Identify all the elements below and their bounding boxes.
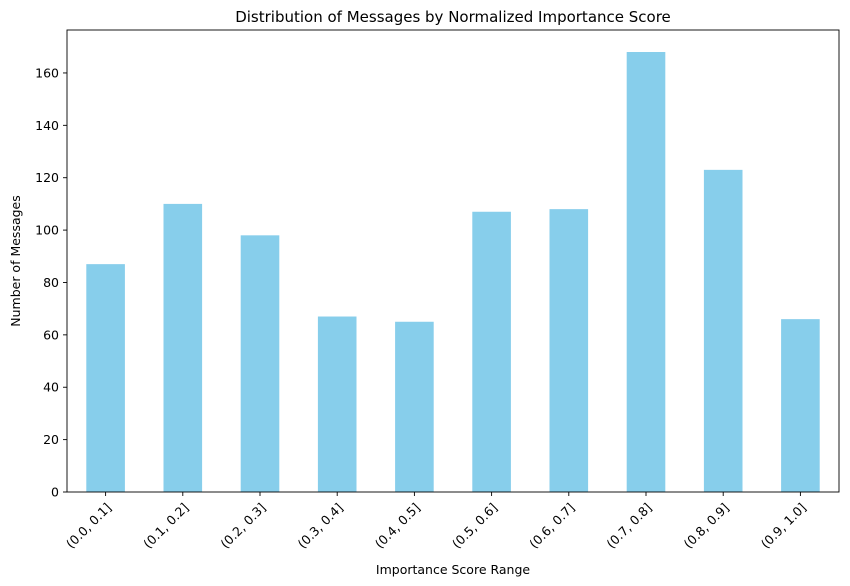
y-tick-label: 120 — [35, 170, 59, 185]
x-tick-label: (0.9, 1.0] — [758, 500, 809, 551]
plot-frame — [66, 29, 840, 493]
bar — [703, 169, 743, 493]
y-tick-label: 40 — [43, 380, 59, 395]
x-tick-label: (0.1, 0.2] — [140, 500, 191, 551]
y-axis: 0 20 40 60 80 100 120 140 160 — [35, 65, 67, 500]
y-tick-label: 80 — [43, 275, 59, 290]
x-axis-label: Importance Score Range — [376, 562, 531, 577]
x-tick-label: (0.7, 0.8] — [603, 500, 654, 551]
chart-title: Distribution of Messages by Normalized I… — [235, 8, 671, 26]
bar — [781, 319, 820, 492]
bar — [549, 209, 589, 492]
y-axis-label: Number of Messages — [8, 195, 23, 327]
x-tick-label: (0.4, 0.5] — [372, 500, 423, 551]
bar — [86, 264, 125, 492]
bar — [395, 321, 434, 492]
bars-group — [86, 52, 820, 493]
x-tick-label: (0.2, 0.3] — [217, 500, 268, 551]
bar — [472, 211, 511, 492]
x-tick-label: (0.0, 0.1] — [63, 500, 114, 551]
x-axis: (0.0, 0.1] (0.1, 0.2] (0.2, 0.3] (0.3, 0.4]… — [63, 492, 809, 551]
y-tick-label: 60 — [43, 327, 59, 342]
y-tick-label: 20 — [43, 432, 59, 447]
y-tick-label: 0 — [51, 485, 59, 500]
bar — [163, 203, 203, 492]
bar — [626, 52, 666, 492]
y-tick-label: 140 — [35, 118, 59, 133]
bar — [317, 316, 357, 492]
x-tick-label: (0.5, 0.6] — [449, 500, 500, 551]
y-tick-label: 100 — [35, 223, 59, 238]
bar — [240, 235, 280, 492]
y-tick-label: 160 — [35, 65, 59, 80]
x-tick-label: (0.3, 0.4] — [295, 500, 346, 551]
x-tick-label: (0.8, 0.9] — [681, 500, 732, 551]
x-tick-label: (0.6, 0.7] — [526, 500, 577, 551]
